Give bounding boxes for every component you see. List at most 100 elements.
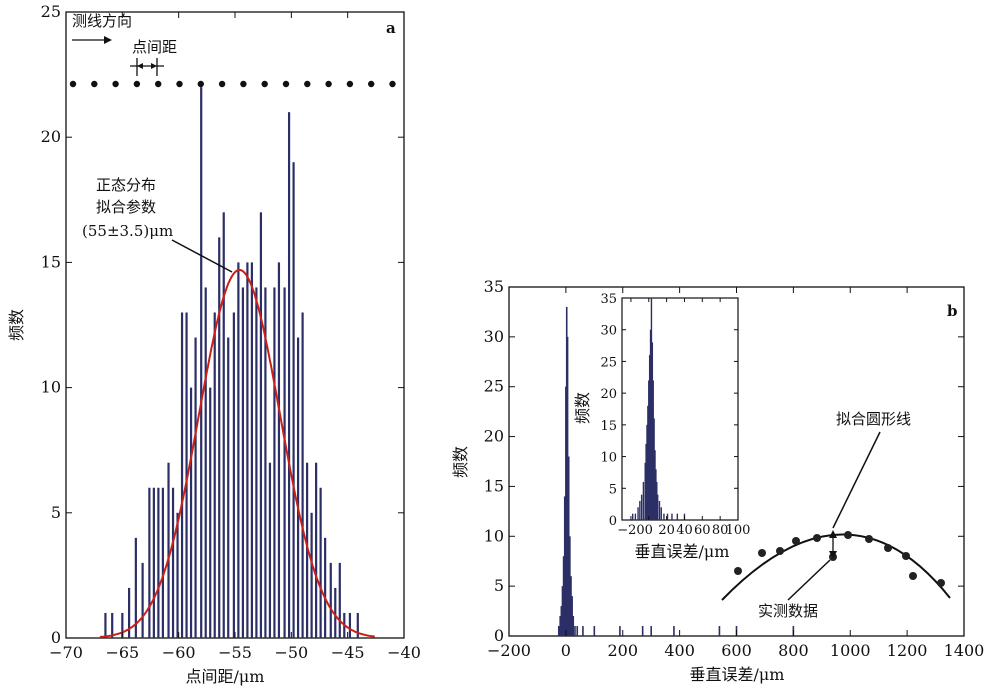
histogram-bar <box>329 562 332 638</box>
histogram-bar <box>571 596 573 636</box>
histogram-bar <box>593 626 596 636</box>
histogram-bar <box>666 513 669 520</box>
x-tick-label: −45 <box>331 643 365 662</box>
x-tick-label: −20 <box>617 523 644 538</box>
y-tick-label: 35 <box>600 292 617 307</box>
histogram-bar <box>204 287 207 638</box>
histogram-bar <box>250 262 253 638</box>
histogram-bar <box>194 337 197 638</box>
x-tick-label: 400 <box>664 641 695 660</box>
histogram-bar <box>185 312 188 638</box>
survey-point-dot <box>197 80 204 88</box>
histogram-bar <box>218 237 221 639</box>
histogram-bar <box>227 337 230 638</box>
histogram-bar <box>152 487 155 638</box>
histogram-bar <box>649 329 652 520</box>
x-tick-label: 600 <box>721 641 752 660</box>
histogram-bar <box>570 576 572 636</box>
histogram-bar <box>180 312 184 638</box>
histogram-bar <box>334 587 337 638</box>
x-tick-label: −55 <box>218 643 252 662</box>
histogram-bar <box>574 626 576 636</box>
panel-b: −200 0 200 400 600 800 1000 1200 1400 0510152025… <box>451 277 984 684</box>
y-tick-label: 5 <box>51 503 61 522</box>
histogram-bar <box>176 512 179 638</box>
x-tick-label: 100 <box>726 523 751 538</box>
y-tick-label: 0 <box>51 628 61 647</box>
y-tick-label: 30 <box>484 327 504 346</box>
x-tick-label: 60 <box>694 523 711 538</box>
histogram-bar <box>209 387 212 638</box>
y-tick-label: 25 <box>484 377 504 396</box>
histogram-bar <box>576 626 579 636</box>
measured-point-dot <box>792 537 800 545</box>
survey-point-dot <box>155 80 162 88</box>
survey-point-dot <box>218 80 226 88</box>
panel-b-xlabel: 垂直误差/μm <box>690 665 785 684</box>
x-tick-label: 40 <box>676 523 693 538</box>
panel-a-direction-label: 测线方向 <box>72 12 132 30</box>
y-tick-label: 0 <box>494 626 504 645</box>
histogram-bar <box>324 537 327 638</box>
histogram-bar <box>641 626 644 636</box>
histogram-bar <box>561 586 564 636</box>
histogram-bar <box>563 496 566 636</box>
survey-point-dot <box>389 80 396 88</box>
survey-point-dot <box>325 80 332 88</box>
measured-point-dot <box>865 535 873 543</box>
inset-frame <box>621 297 739 521</box>
histogram-bar <box>189 387 193 638</box>
measured-point-dot <box>937 579 945 587</box>
survey-point-dot <box>368 80 375 88</box>
survey-point-dot <box>346 80 354 88</box>
measured-point-dot <box>758 549 766 557</box>
survey-point-dot <box>282 80 290 88</box>
inset-xlabel: 垂直误差/μm <box>635 542 730 561</box>
y-tick-label: 20 <box>484 427 504 446</box>
inset-y-ticks: 0 5 10 15 20 25 30 35 <box>600 292 738 529</box>
histogram-bar <box>200 87 203 639</box>
panel-b-fit-circle-label: 拟合圆形线 <box>836 410 911 428</box>
measured-point-dot <box>844 531 852 539</box>
histogram-bar <box>648 380 650 520</box>
x-tick-label: 200 <box>607 641 638 660</box>
histogram-bar <box>559 616 561 636</box>
panel-a-frame <box>65 11 405 639</box>
histogram-bar <box>255 287 258 638</box>
histogram-bar <box>655 469 657 520</box>
histogram-bar <box>572 616 575 636</box>
panel-b-tag: b <box>947 302 958 320</box>
histogram-bar <box>283 287 286 638</box>
panel-b-fit-circle-arc <box>721 533 951 601</box>
survey-point-dot <box>91 80 98 88</box>
panel-b-deviation-arrowhead-up <box>829 530 837 538</box>
x-tick-label: 80 <box>712 523 729 538</box>
histogram-bar <box>658 500 661 520</box>
histogram-bar <box>566 336 569 636</box>
x-tick-label: −65 <box>105 643 139 662</box>
histogram-bar <box>246 262 249 638</box>
inset-ylabel: 频数 <box>573 392 592 424</box>
histogram-bar <box>213 312 216 638</box>
panel-a-fit-label-1: 正态分布 <box>96 176 156 194</box>
x-tick-label: 20 <box>658 523 675 538</box>
histogram-bar <box>644 462 646 520</box>
histogram-bar <box>567 456 570 636</box>
histogram-bar <box>111 612 114 638</box>
y-tick-label: 25 <box>41 2 61 21</box>
histogram-bar <box>656 494 659 520</box>
histogram-bar <box>141 562 144 638</box>
histogram-bar <box>565 306 568 636</box>
x-tick-label: 1200 <box>887 641 928 660</box>
y-tick-label: 15 <box>600 419 617 434</box>
measured-point-dot <box>776 547 784 555</box>
y-tick-label: 20 <box>600 387 617 402</box>
panel-a-survey-points <box>69 80 396 88</box>
histogram-bar <box>639 500 641 520</box>
histogram-bar <box>560 606 563 636</box>
histogram-bar <box>653 418 655 520</box>
histogram-bar <box>676 513 679 520</box>
measured-point-dot <box>909 572 917 580</box>
